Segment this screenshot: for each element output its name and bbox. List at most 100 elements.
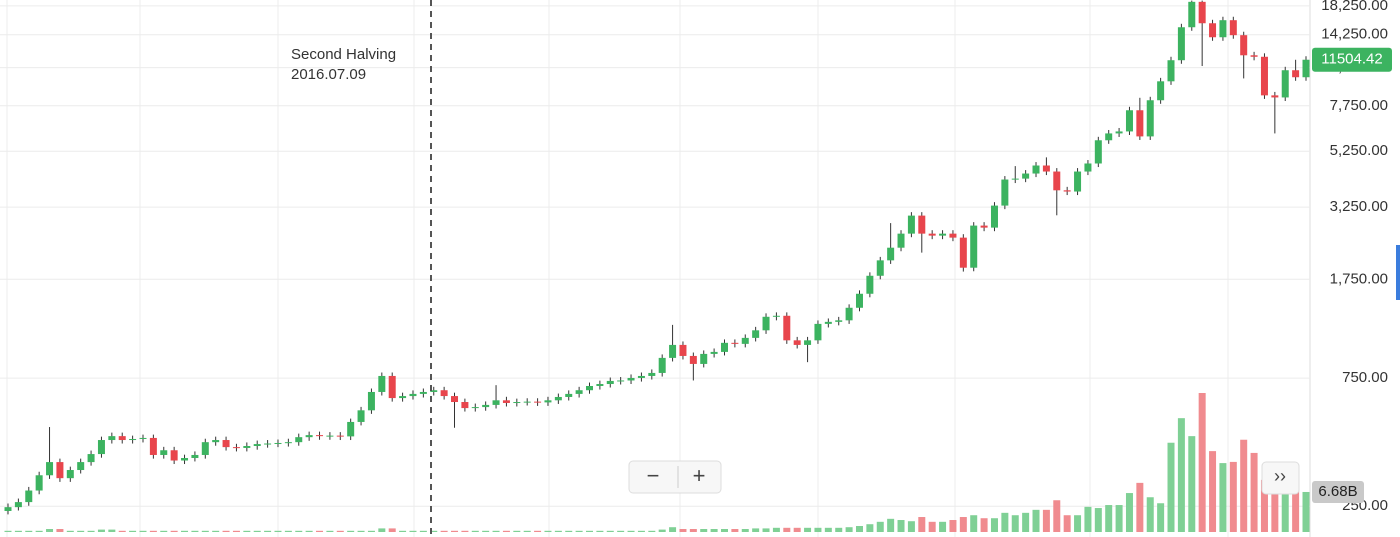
volume-bar — [367, 530, 375, 532]
candle-body — [232, 447, 240, 449]
volume-bar — [596, 530, 604, 532]
candle-body — [679, 344, 687, 356]
candle-body — [866, 275, 874, 294]
candle-body — [4, 507, 12, 511]
candle-body — [565, 393, 573, 397]
volume-bar — [295, 530, 303, 532]
candle-body — [710, 351, 718, 354]
volume-bar — [1136, 482, 1144, 532]
candle-body — [783, 315, 791, 341]
volume-bar — [1105, 505, 1113, 532]
candle-body — [648, 372, 656, 376]
price-badge — [1312, 47, 1392, 72]
volume-bar — [440, 530, 448, 532]
candle-body — [1146, 100, 1154, 137]
volume-bar — [1240, 439, 1248, 532]
volume-bar — [1188, 436, 1196, 532]
volume-bar — [928, 521, 936, 532]
volume-bar — [108, 529, 116, 532]
volume-bar — [824, 527, 832, 532]
candle-body — [845, 307, 853, 321]
zoom-in-button[interactable]: + — [693, 463, 706, 488]
candle-body — [419, 391, 427, 394]
volume-bar — [1260, 479, 1268, 532]
candle-body — [1022, 173, 1030, 179]
volume-bar — [1084, 506, 1092, 532]
candle-body — [1271, 95, 1279, 98]
volume-bar — [783, 527, 791, 532]
volume-bar — [866, 524, 874, 532]
candle-body — [720, 342, 728, 352]
volume-bar — [907, 521, 915, 532]
candle-body — [181, 458, 189, 461]
candle-body — [160, 450, 168, 455]
candle-body — [201, 442, 209, 455]
candle-body — [596, 384, 604, 386]
volume-bar — [232, 530, 240, 532]
candle-body — [554, 396, 562, 401]
horizontal-grid — [0, 5, 1310, 507]
volume-bar — [1292, 466, 1300, 532]
volume-bar — [35, 530, 43, 532]
candle-body — [326, 435, 334, 437]
candle-body — [482, 404, 490, 408]
volume-bar — [586, 530, 594, 532]
candle-body — [918, 215, 926, 234]
volume-bar — [741, 529, 749, 532]
candle-body — [1260, 56, 1268, 96]
y-tick-label: 750.00 — [1342, 369, 1388, 386]
volume-bar — [181, 530, 189, 532]
volume-bar — [326, 530, 334, 532]
badges: 11504.42 6.68B — [1312, 47, 1392, 503]
candle-body — [108, 436, 116, 441]
candle-body — [336, 435, 344, 437]
volume-bar — [1271, 479, 1279, 532]
volume-bar — [970, 515, 978, 532]
volume-bar — [772, 527, 780, 532]
volume-bar — [56, 529, 64, 532]
candle-body — [284, 442, 292, 444]
zoom-box — [628, 460, 722, 494]
volume-bar — [482, 530, 490, 532]
volume-bar — [274, 530, 282, 532]
candle-body — [1125, 110, 1133, 132]
volume-bar — [752, 528, 760, 532]
candle-body — [1188, 1, 1196, 28]
volume-bar — [191, 530, 199, 532]
volume-bar — [461, 530, 469, 532]
zoom-out-button[interactable]: − — [647, 463, 660, 488]
annotation-text: Second Halving — [291, 46, 396, 63]
candle-body — [222, 440, 230, 448]
candle-body — [367, 391, 375, 411]
volume-bar — [575, 530, 583, 532]
volume-bar — [700, 529, 708, 532]
scroll-box — [1261, 461, 1300, 495]
volume-bar — [617, 530, 625, 532]
volume-bar — [336, 530, 344, 532]
candle-body — [793, 340, 801, 345]
candle-body — [1281, 70, 1289, 98]
volume-bar — [606, 530, 614, 532]
volume-bar — [347, 530, 355, 532]
candle-body — [627, 377, 635, 381]
candle-body — [731, 342, 739, 344]
scroll-button[interactable]: ›› — [1274, 466, 1286, 486]
candle-body — [617, 380, 625, 382]
candle-body — [523, 401, 531, 403]
candle-body — [939, 233, 947, 236]
candle-body — [129, 438, 137, 441]
volume-bar — [887, 518, 895, 532]
volume-bar — [990, 518, 998, 532]
volume-bar — [1229, 461, 1237, 532]
candle-body — [700, 353, 708, 364]
volume-bar — [212, 530, 220, 532]
volume-bar — [845, 527, 853, 532]
volume-bar — [139, 530, 147, 532]
candle-body — [1157, 81, 1165, 101]
volume-bar — [710, 529, 718, 532]
candle-body — [876, 260, 884, 276]
candle-body — [835, 320, 843, 322]
volume-bar — [1302, 491, 1310, 532]
volume-bar — [679, 529, 687, 532]
volume-bar — [502, 530, 510, 532]
